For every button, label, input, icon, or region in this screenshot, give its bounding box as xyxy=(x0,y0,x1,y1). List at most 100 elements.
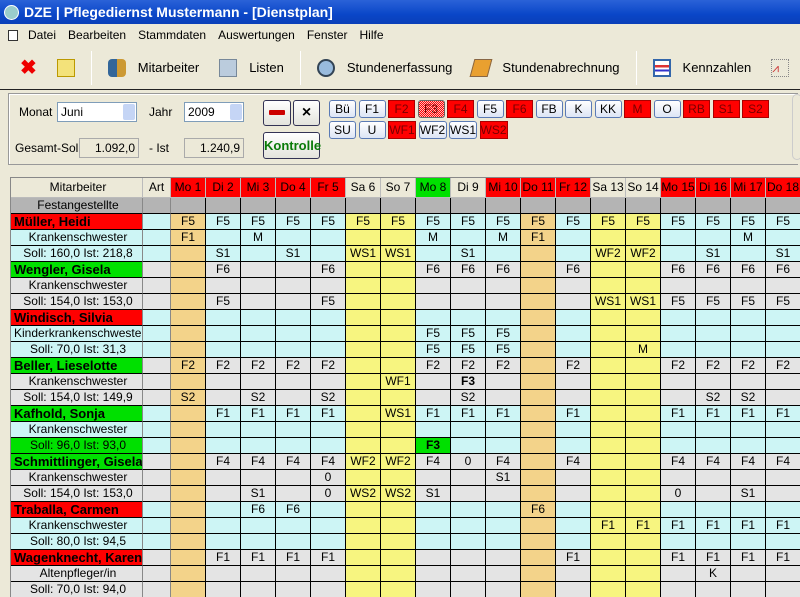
shift-cell[interactable] xyxy=(696,438,731,454)
shift-cell[interactable] xyxy=(241,534,276,550)
shift-cell[interactable]: 0 xyxy=(311,486,346,502)
shift-cell[interactable] xyxy=(731,566,766,582)
shift-cell[interactable] xyxy=(556,534,591,550)
shift-cell[interactable]: WS1 xyxy=(626,294,661,310)
shift-cell[interactable] xyxy=(206,326,241,342)
shift-cell[interactable] xyxy=(556,246,591,262)
shift-cell[interactable] xyxy=(346,390,381,406)
shift-cell[interactable] xyxy=(661,246,696,262)
shift-cell[interactable]: F2 xyxy=(661,358,696,374)
shift-cell[interactable]: WF2 xyxy=(381,454,416,470)
art-cell[interactable] xyxy=(143,534,171,550)
column-header-day[interactable]: Fr 5 xyxy=(311,178,346,198)
shift-cell[interactable]: S2 xyxy=(451,390,486,406)
shift-cell[interactable] xyxy=(416,470,451,486)
shift-cell[interactable] xyxy=(766,470,800,486)
shift-cell[interactable]: F1 xyxy=(731,518,766,534)
shift-cell[interactable] xyxy=(486,246,521,262)
shift-cell[interactable]: F5 xyxy=(451,326,486,342)
shift-cell[interactable]: F6 xyxy=(416,262,451,278)
shift-cell[interactable] xyxy=(381,326,416,342)
shift-cell[interactable] xyxy=(311,310,346,326)
employee-name[interactable]: Schmittlinger, Gisela xyxy=(11,454,143,470)
shift-cell[interactable]: F1 xyxy=(591,518,626,534)
shift-cell[interactable] xyxy=(521,550,556,566)
shift-cell[interactable] xyxy=(521,406,556,422)
shift-cell[interactable] xyxy=(381,438,416,454)
shift-cell[interactable] xyxy=(521,518,556,534)
shift-cell[interactable] xyxy=(451,534,486,550)
shift-cell[interactable] xyxy=(276,230,311,246)
shift-cell[interactable]: S1 xyxy=(276,246,311,262)
shift-cell[interactable] xyxy=(521,342,556,358)
shift-cell[interactable]: WS1 xyxy=(381,406,416,422)
shift-button-KK[interactable]: KK xyxy=(594,100,622,118)
shift-cell[interactable]: F5 xyxy=(451,214,486,230)
shift-cell[interactable]: F6 xyxy=(521,502,556,518)
employee-name[interactable]: Windisch, Silvia xyxy=(11,310,143,326)
shift-cell[interactable] xyxy=(276,438,311,454)
shift-cell[interactable] xyxy=(766,374,800,390)
shift-cell[interactable] xyxy=(521,278,556,294)
shift-cell[interactable] xyxy=(626,534,661,550)
shift-cell[interactable] xyxy=(556,390,591,406)
shift-cell[interactable] xyxy=(696,342,731,358)
spinner-icon[interactable] xyxy=(123,104,135,120)
mitarbeiter-button[interactable]: Mitarbeiter xyxy=(98,53,209,83)
shift-cell[interactable] xyxy=(206,422,241,438)
shift-cell[interactable]: F1 xyxy=(661,518,696,534)
shift-cell[interactable]: F6 xyxy=(451,262,486,278)
employee-name[interactable]: Wagenknecht, Karen xyxy=(11,550,143,566)
shift-cell[interactable] xyxy=(521,454,556,470)
shift-cell[interactable] xyxy=(451,294,486,310)
shift-cell[interactable] xyxy=(171,326,206,342)
shift-cell[interactable]: F5 xyxy=(661,214,696,230)
shift-cell[interactable] xyxy=(241,326,276,342)
shift-cell[interactable] xyxy=(276,582,311,597)
shift-cell[interactable]: S1 xyxy=(731,486,766,502)
shift-cell[interactable] xyxy=(766,390,800,406)
art-cell[interactable] xyxy=(143,406,171,422)
shift-cell[interactable]: F1 xyxy=(766,518,800,534)
shift-cell[interactable] xyxy=(766,278,800,294)
shift-cell[interactable] xyxy=(206,278,241,294)
shift-cell[interactable] xyxy=(696,470,731,486)
column-header-day[interactable]: Di 16 xyxy=(696,178,731,198)
shift-cell[interactable] xyxy=(276,310,311,326)
column-header-mitarbeiter[interactable]: Mitarbeiter xyxy=(11,178,143,198)
shift-cell[interactable]: F1 xyxy=(661,406,696,422)
shift-cell[interactable]: F6 xyxy=(276,502,311,518)
shift-cell[interactable] xyxy=(521,422,556,438)
kennzahlen-button[interactable]: Kennzahlen xyxy=(643,53,762,83)
employee-name[interactable]: Beller, Lieselotte xyxy=(11,358,143,374)
shift-cell[interactable]: F4 xyxy=(206,454,241,470)
shift-cell[interactable] xyxy=(381,230,416,246)
shift-cell[interactable] xyxy=(311,374,346,390)
shift-cell[interactable] xyxy=(241,374,276,390)
shift-button-F3[interactable]: F3 xyxy=(417,100,445,118)
shift-cell[interactable] xyxy=(696,374,731,390)
shift-cell[interactable] xyxy=(241,582,276,597)
shift-cell[interactable] xyxy=(311,502,346,518)
shift-cell[interactable] xyxy=(206,374,241,390)
shift-cell[interactable]: S2 xyxy=(311,390,346,406)
shift-cell[interactable]: F1 xyxy=(626,518,661,534)
shift-cell[interactable]: F1 xyxy=(206,406,241,422)
shift-cell[interactable] xyxy=(766,326,800,342)
shift-cell[interactable] xyxy=(661,374,696,390)
shift-cell[interactable]: F5 xyxy=(276,214,311,230)
shift-cell[interactable]: S1 xyxy=(416,486,451,502)
shift-cell[interactable] xyxy=(626,358,661,374)
shift-cell[interactable] xyxy=(311,438,346,454)
shift-cell[interactable]: F4 xyxy=(696,454,731,470)
shift-cell[interactable] xyxy=(241,310,276,326)
shift-cell[interactable] xyxy=(486,294,521,310)
shift-button-F6[interactable]: F6 xyxy=(506,100,533,118)
shift-cell[interactable]: M xyxy=(731,230,766,246)
shift-cell[interactable] xyxy=(591,486,626,502)
shift-cell[interactable] xyxy=(661,470,696,486)
shift-cell[interactable] xyxy=(696,326,731,342)
shift-cell[interactable] xyxy=(346,438,381,454)
menu-stammdaten[interactable]: Stammdaten xyxy=(138,28,207,42)
shift-cell[interactable]: F1 xyxy=(731,406,766,422)
